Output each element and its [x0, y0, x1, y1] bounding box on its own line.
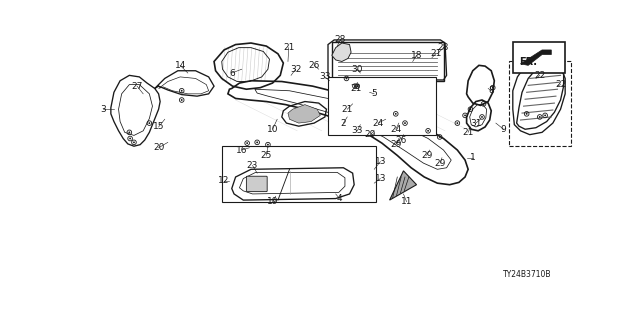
Circle shape	[356, 85, 358, 87]
Text: 21: 21	[283, 43, 294, 52]
Text: 9: 9	[500, 125, 506, 134]
Circle shape	[525, 113, 527, 115]
Circle shape	[439, 136, 440, 138]
Text: 2: 2	[340, 119, 346, 128]
Text: 33: 33	[319, 72, 331, 81]
Circle shape	[395, 113, 397, 115]
Text: 16: 16	[236, 146, 248, 155]
Text: 30: 30	[351, 65, 363, 74]
Circle shape	[129, 138, 131, 140]
Text: 22: 22	[534, 71, 545, 80]
FancyBboxPatch shape	[332, 42, 444, 81]
Polygon shape	[332, 43, 351, 61]
Circle shape	[180, 99, 182, 101]
Circle shape	[346, 77, 348, 79]
FancyBboxPatch shape	[513, 42, 565, 73]
Text: 21: 21	[342, 105, 353, 114]
Text: 27: 27	[131, 82, 143, 91]
Circle shape	[180, 90, 182, 92]
Circle shape	[133, 141, 135, 143]
Text: 21: 21	[351, 84, 362, 93]
Circle shape	[464, 115, 466, 116]
Text: 3: 3	[100, 105, 106, 114]
Text: 19: 19	[267, 197, 278, 206]
Text: 21: 21	[463, 128, 474, 137]
Circle shape	[483, 103, 484, 105]
Text: 31: 31	[470, 119, 481, 128]
Circle shape	[470, 108, 472, 110]
Text: 20: 20	[153, 143, 164, 152]
Circle shape	[129, 132, 131, 133]
Polygon shape	[520, 50, 551, 65]
Text: 24: 24	[390, 125, 401, 134]
Text: 23: 23	[247, 161, 258, 170]
Text: 8: 8	[488, 86, 494, 95]
Text: FR.: FR.	[519, 57, 537, 67]
Text: 28: 28	[438, 43, 449, 52]
Text: 4: 4	[337, 194, 342, 203]
Circle shape	[481, 116, 483, 118]
Text: 32: 32	[290, 65, 301, 74]
FancyBboxPatch shape	[246, 176, 267, 192]
Text: 29: 29	[435, 159, 446, 168]
Circle shape	[404, 122, 406, 124]
Text: 21: 21	[430, 49, 442, 58]
Text: 12: 12	[218, 176, 230, 185]
Text: 13: 13	[374, 157, 386, 166]
FancyBboxPatch shape	[509, 61, 570, 146]
Circle shape	[354, 85, 356, 87]
Text: 26: 26	[396, 136, 407, 145]
Circle shape	[539, 116, 541, 118]
Text: 28: 28	[335, 36, 346, 44]
Text: 29: 29	[421, 151, 432, 160]
Text: 24: 24	[372, 119, 383, 128]
Polygon shape	[288, 105, 320, 123]
Text: 25: 25	[260, 151, 272, 160]
Circle shape	[427, 130, 429, 132]
Text: 13: 13	[374, 174, 386, 183]
Text: 6: 6	[229, 68, 235, 77]
Text: 1: 1	[470, 153, 476, 162]
FancyBboxPatch shape	[221, 146, 376, 202]
Circle shape	[544, 115, 546, 116]
Circle shape	[148, 122, 150, 124]
Circle shape	[456, 122, 458, 124]
Circle shape	[256, 141, 258, 143]
Circle shape	[246, 142, 248, 144]
Text: TY24B3710B: TY24B3710B	[503, 270, 551, 279]
Polygon shape	[390, 171, 417, 200]
Text: 29: 29	[365, 130, 376, 139]
Circle shape	[492, 87, 493, 89]
Text: 14: 14	[175, 61, 186, 70]
Text: 29: 29	[390, 140, 401, 149]
Circle shape	[267, 144, 269, 146]
Text: 5: 5	[371, 89, 377, 98]
Text: 10: 10	[267, 125, 278, 134]
Text: 22: 22	[555, 80, 566, 89]
Text: 33: 33	[351, 126, 363, 135]
Text: 26: 26	[308, 61, 320, 70]
Text: 18: 18	[411, 51, 422, 60]
Text: 15: 15	[153, 123, 164, 132]
FancyBboxPatch shape	[328, 77, 436, 135]
Text: 11: 11	[401, 197, 412, 206]
